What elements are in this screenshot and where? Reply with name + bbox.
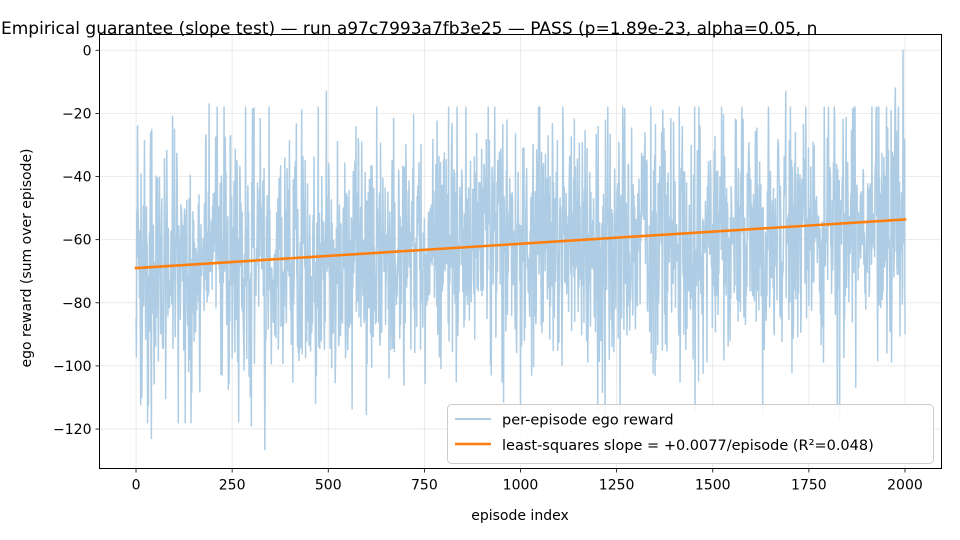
fit-series-layer (134, 218, 907, 270)
chart-title: Empirical guarantee (slope test) — run a… (1, 19, 817, 39)
legend-label-raw: per-episode ego reward (502, 413, 674, 429)
y-tick-label: −60 (62, 233, 92, 249)
x-tick-label: 2000 (887, 478, 923, 494)
x-tick-label: 1750 (791, 478, 827, 494)
y-tick-label: −80 (62, 296, 92, 312)
y-axis-label: ego reward (sum over episode) (19, 148, 35, 367)
legend-label-fit: least-squares slope = +0.0077/episode (R… (502, 438, 874, 454)
x-tick-label: 250 (219, 478, 246, 494)
least-squares-fit-line (134, 218, 907, 270)
x-tick-label: 1000 (503, 478, 539, 494)
y-axis-ticks: −120 −100 −80 −60 −40 −20 0 (53, 43, 100, 438)
y-tick-label: 0 (83, 43, 92, 59)
y-tick-label: −100 (53, 359, 91, 375)
x-axis-ticks: 0 250 500 750 1000 1250 1500 1750 2000 (132, 468, 923, 494)
legend-box (447, 404, 934, 464)
x-tick-label: 750 (411, 478, 438, 494)
x-tick-label: 1250 (599, 478, 635, 494)
y-tick-label: −40 (62, 170, 92, 186)
y-tick-label: −20 (62, 106, 92, 122)
legend: per-episode ego reward least-squares slo… (447, 404, 934, 464)
x-tick-label: 0 (132, 478, 141, 494)
x-tick-label: 1500 (695, 478, 731, 494)
y-tick-label: −120 (53, 422, 91, 438)
x-axis-label: episode index (471, 508, 569, 524)
x-tick-label: 500 (315, 478, 342, 494)
